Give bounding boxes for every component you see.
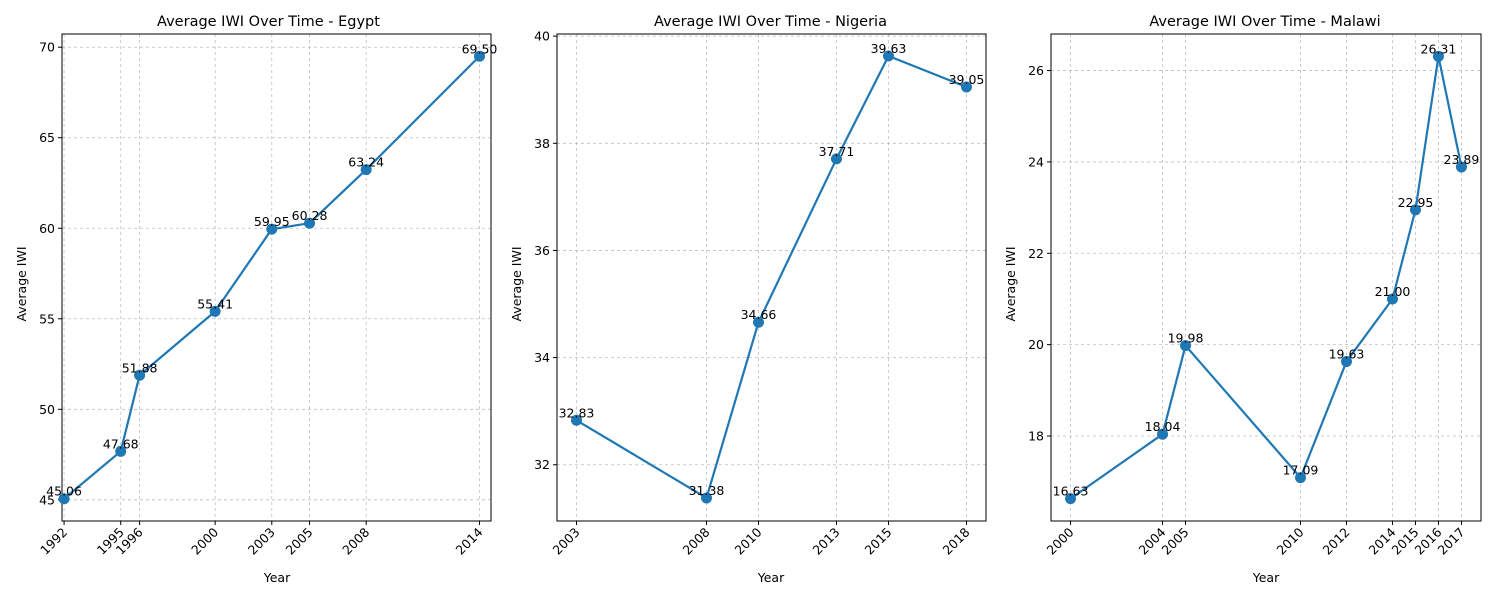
data-label: 23.89: [1444, 152, 1480, 167]
series-line: [63, 55, 481, 500]
data-point: [209, 305, 221, 317]
y-axis-label: Average IWI: [1003, 246, 1018, 321]
panel-malawi: Average IWI Over Time - Malawi Year Aver…: [1003, 14, 1482, 585]
data-label: 39.63: [871, 41, 907, 56]
data-label: 26.31: [1421, 41, 1457, 56]
y-tick-label: 22: [1028, 246, 1044, 261]
data-point: [883, 50, 894, 62]
y-tick-label: 40: [534, 29, 550, 44]
y-tick-label: 65: [39, 130, 55, 145]
y-tick-label: 45: [39, 492, 55, 507]
data-point: [134, 369, 146, 381]
y-tick-label: 60: [39, 221, 55, 236]
y-tick-label: 26: [1028, 63, 1044, 78]
data-label: 55.41: [197, 296, 233, 311]
data-point: [1432, 50, 1444, 62]
data-label: 16.63: [1053, 484, 1089, 499]
data-point: [1065, 493, 1077, 505]
x-tick-label: 1992: [37, 525, 70, 558]
x-tick-label: 2010: [1274, 524, 1307, 557]
panel-egypt: Average IWI Over Time - Egypt Year Avera…: [14, 14, 497, 585]
chart-title: Average IWI Over Time - Malawi: [1149, 14, 1380, 30]
chart-title: Average IWI Over Time - Egypt: [157, 14, 380, 30]
data-point: [115, 445, 127, 457]
y-axis-label: Average IWI: [14, 246, 29, 321]
data-label: 69.50: [462, 41, 498, 56]
y-tick-label: 50: [39, 402, 55, 417]
data-label: 31.38: [689, 483, 725, 498]
y-tick-label: 18: [1028, 429, 1044, 444]
data-label: 19.63: [1329, 347, 1365, 362]
data-point: [1294, 472, 1306, 484]
x-axis-label: Year: [757, 570, 785, 585]
y-axis-label: Average IWI: [509, 246, 524, 321]
data-point: [1157, 428, 1169, 440]
x-tick-label: 2003: [245, 525, 278, 558]
data-label: 34.66: [741, 307, 777, 322]
data-point: [304, 217, 316, 229]
data-label: 59.95: [254, 214, 290, 229]
x-tick-label: 2003: [550, 525, 583, 558]
y-tick-label: 34: [534, 350, 550, 365]
x-tick-label: 2008: [339, 524, 372, 557]
panel-nigeria: Average IWI Over Time - Nigeria Year Ave…: [509, 14, 987, 585]
data-label: 37.71: [819, 144, 855, 159]
x-axis-label: Year: [263, 570, 291, 585]
data-label: 22.95: [1398, 195, 1434, 210]
grid: [1051, 34, 1481, 521]
data-point: [266, 223, 278, 235]
data-point: [1386, 293, 1398, 305]
plot-frame: [61, 33, 492, 522]
y-tick-label: 70: [39, 40, 55, 55]
y-tick-label: 24: [1028, 154, 1044, 169]
data-label: 45.06: [46, 484, 82, 499]
data-point: [1409, 204, 1421, 216]
x-tick-label: 2000: [188, 524, 221, 557]
data-label: 47.68: [103, 436, 139, 451]
y-tick-label: 55: [39, 311, 55, 326]
data-label: 60.28: [292, 208, 328, 223]
series-line: [575, 54, 967, 500]
data-label: 63.24: [348, 155, 384, 170]
x-tick-label: 2013: [810, 525, 843, 558]
data-point: [961, 81, 972, 93]
x-axis-label: Year: [1252, 570, 1280, 585]
x-tick-label: 2008: [680, 524, 713, 557]
y-tick-label: 38: [534, 136, 550, 151]
data-point: [360, 164, 372, 176]
series-line: [1069, 55, 1463, 500]
y-tick-label: 36: [534, 243, 550, 258]
data-point: [753, 316, 764, 328]
data-point: [473, 50, 485, 62]
x-tick-label: 2000: [1044, 524, 1077, 557]
x-tick-label: 2018: [940, 524, 973, 557]
plot-frame: [1050, 33, 1482, 522]
data-point: [1455, 161, 1467, 173]
x-tick-label: 2012: [1320, 525, 1353, 558]
y-tick-label: 20: [1028, 337, 1044, 352]
x-tick-label: 2014: [453, 524, 486, 557]
data-label: 39.05: [949, 72, 985, 87]
plot-frame: [556, 33, 987, 522]
x-tick-label: 2010: [732, 524, 765, 557]
data-point: [701, 492, 712, 504]
chart-title: Average IWI Over Time - Nigeria: [654, 14, 887, 30]
x-tick-label: 2017: [1434, 525, 1467, 558]
data-label: 51.88: [122, 360, 158, 375]
data-label: 32.83: [559, 405, 595, 420]
data-point: [58, 493, 70, 505]
x-tick-label: 2015: [862, 525, 895, 558]
data-label: 21.00: [1375, 284, 1411, 299]
data-label: 19.98: [1168, 331, 1204, 346]
y-tick-label: 32: [534, 457, 550, 472]
data-point: [1340, 356, 1352, 368]
data-point: [571, 414, 582, 426]
x-tick-label: 2005: [283, 525, 316, 558]
data-point: [1180, 340, 1192, 352]
data-point: [831, 153, 842, 165]
data-label: 17.09: [1283, 463, 1319, 478]
data-label: 18.04: [1145, 419, 1181, 434]
x-tick-label: 2005: [1159, 525, 1192, 558]
